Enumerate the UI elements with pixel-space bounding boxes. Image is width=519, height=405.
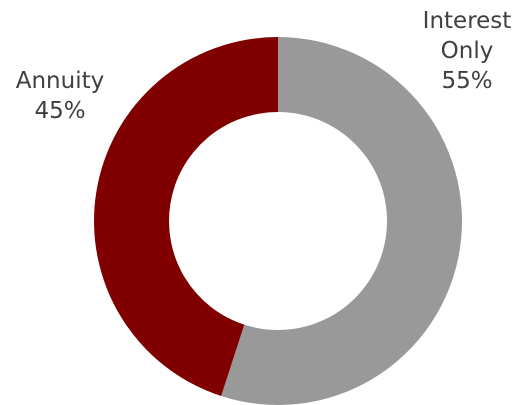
slice-label-0: Interest Only 55%: [423, 8, 512, 94]
slice-name-label: Only: [441, 38, 494, 64]
slice-name-label: Annuity: [16, 68, 105, 94]
slice-label-1: Annuity 45%: [16, 68, 105, 124]
slice-value-label: 55%: [441, 68, 492, 94]
slice-name-label: Interest: [423, 8, 512, 34]
donut-slice-0: [221, 37, 462, 405]
donut-slices: [94, 37, 462, 405]
slice-value-label: 45%: [34, 98, 85, 124]
slice-labels: Interest Only 55% Annuity 45%: [16, 8, 512, 124]
donut-slice-1: [94, 37, 278, 396]
